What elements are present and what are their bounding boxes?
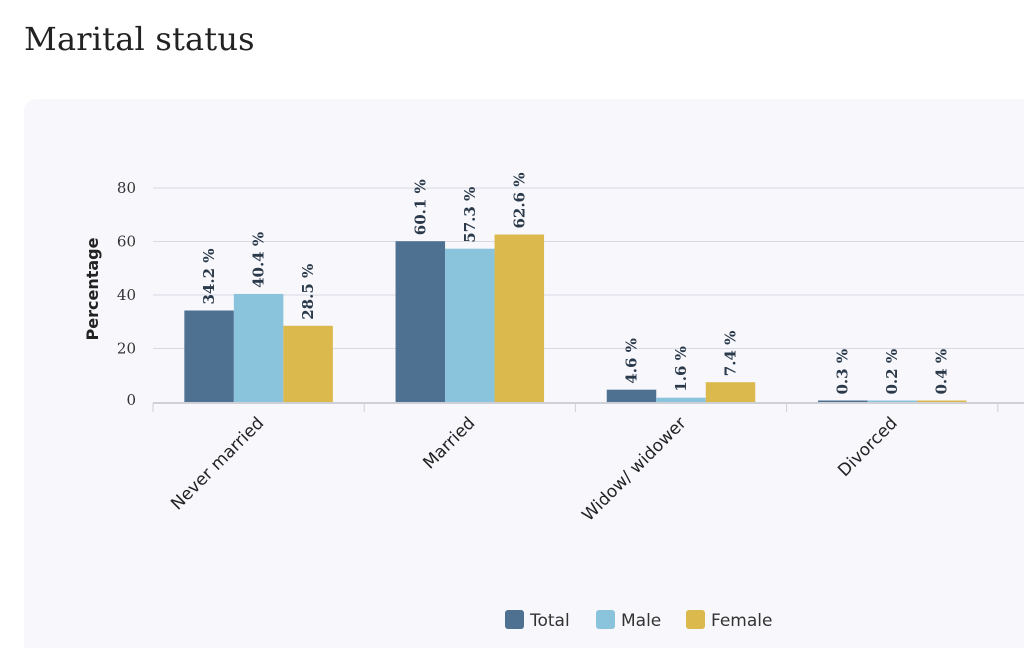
legend-item-total[interactable]: Total bbox=[505, 610, 570, 631]
bar-female-0[interactable] bbox=[283, 325, 333, 402]
bar-total-2[interactable] bbox=[606, 389, 657, 402]
x-tick-label: Married bbox=[419, 413, 479, 473]
bars bbox=[184, 234, 967, 403]
data-label: 0.2 % bbox=[883, 349, 901, 395]
data-label: 0.4 % bbox=[933, 349, 951, 395]
bar-female-3[interactable] bbox=[916, 400, 967, 403]
bar-male-1[interactable] bbox=[445, 248, 495, 402]
y-tick-label: 60 bbox=[117, 233, 136, 251]
data-label: 60.1 % bbox=[411, 179, 429, 235]
bar-male-3[interactable] bbox=[867, 400, 917, 403]
bar-female-2[interactable] bbox=[705, 382, 756, 402]
bar-female-1[interactable] bbox=[494, 234, 545, 402]
data-label: 1.6 % bbox=[672, 346, 690, 392]
bar-total-0[interactable] bbox=[184, 310, 234, 402]
data-labels: 34.2 % 40.4 % 28.5 % 60.1 % 57.3 % 62.6 % 4.6 … bbox=[200, 173, 951, 395]
legend-swatch bbox=[596, 610, 615, 629]
legend-item-female[interactable]: Female bbox=[686, 610, 772, 631]
data-label: 7.4 % bbox=[722, 331, 740, 377]
x-tick-label: Widow/ widower bbox=[578, 413, 690, 525]
legend-label: Total bbox=[529, 611, 570, 631]
bar-total-3[interactable] bbox=[817, 400, 868, 403]
data-label: 28.5 % bbox=[299, 264, 317, 320]
legend-swatch bbox=[686, 610, 705, 629]
y-tick-label: 0 bbox=[126, 391, 136, 409]
y-axis-title: Percentage bbox=[83, 237, 102, 340]
y-tick-label: 80 bbox=[117, 179, 136, 197]
x-tick-label: Never married bbox=[167, 413, 268, 514]
bar-total-1[interactable] bbox=[395, 241, 446, 402]
page-title: Marital status bbox=[24, 20, 255, 58]
data-label: 40.4 % bbox=[250, 232, 268, 288]
bar-male-0[interactable] bbox=[233, 293, 284, 402]
data-label: 34.2 % bbox=[200, 248, 218, 304]
data-label: 0.3 % bbox=[834, 349, 852, 395]
y-tick-label: 20 bbox=[117, 340, 136, 358]
legend: Total Male Female bbox=[505, 610, 772, 631]
data-label: 4.6 % bbox=[623, 338, 641, 384]
legend-swatch bbox=[505, 610, 524, 629]
bar-male-2[interactable] bbox=[656, 397, 706, 402]
legend-label: Female bbox=[711, 611, 772, 631]
legend-label: Male bbox=[621, 611, 661, 631]
grid-lines bbox=[153, 187, 1024, 349]
data-label: 57.3 % bbox=[461, 187, 479, 243]
x-tick-label: Divorced bbox=[834, 413, 902, 481]
y-tick-label: 40 bbox=[117, 286, 136, 304]
legend-item-male[interactable]: Male bbox=[596, 610, 661, 631]
data-label: 62.6 % bbox=[510, 173, 528, 229]
